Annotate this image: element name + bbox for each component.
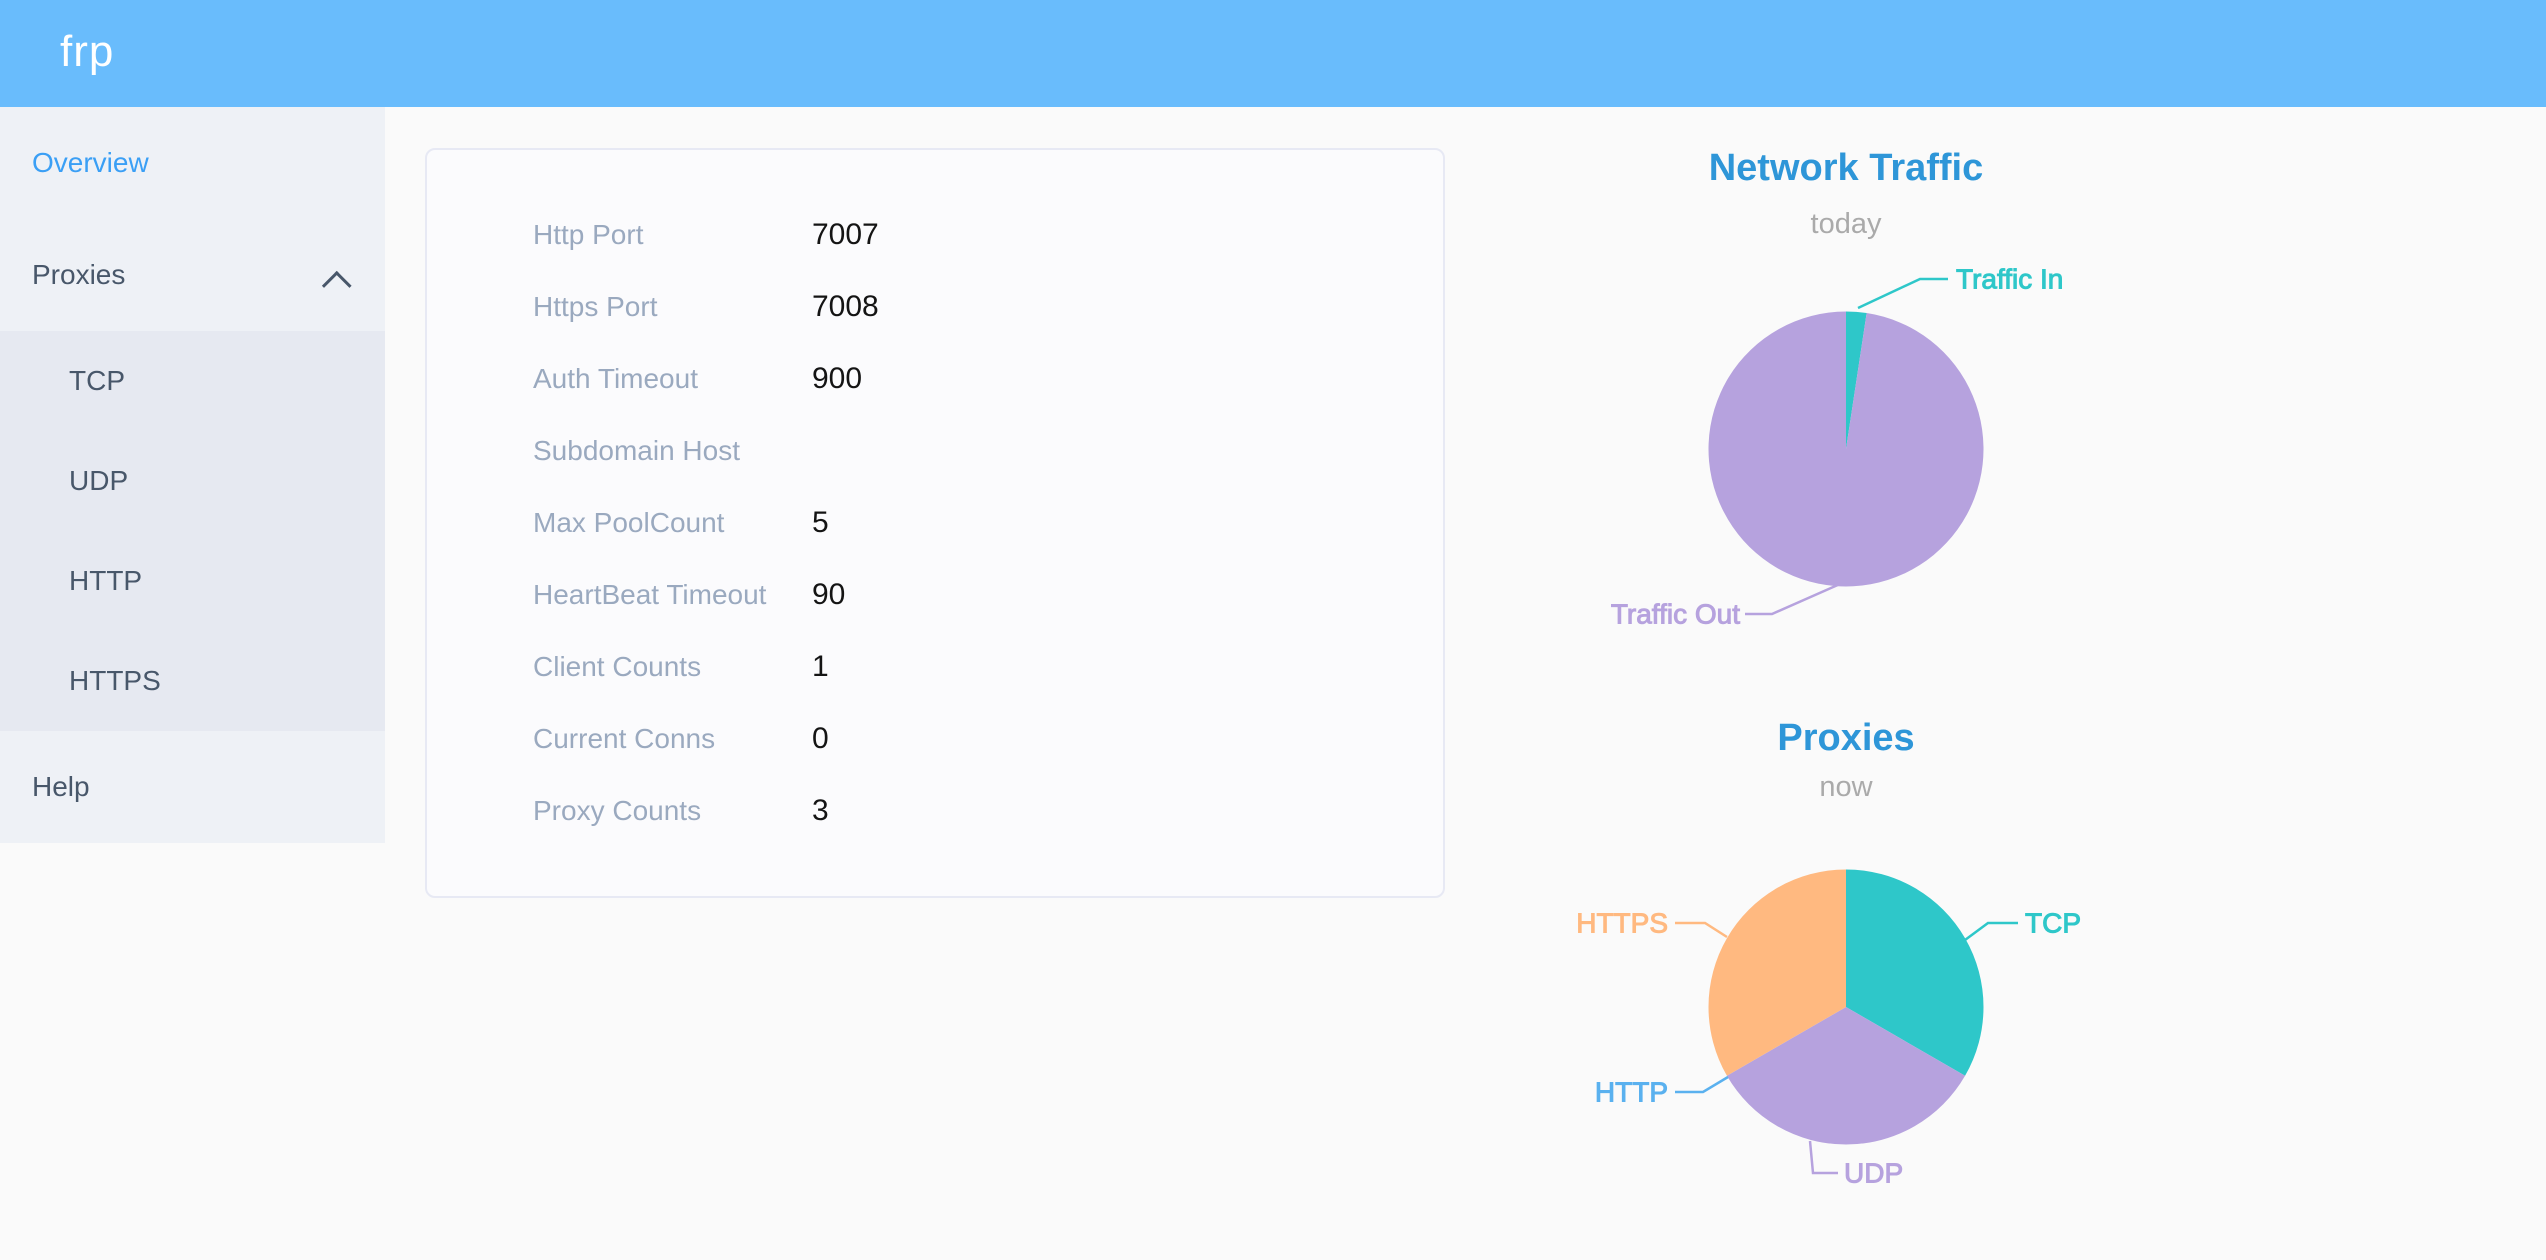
chevron-up-icon xyxy=(321,270,352,301)
row-value: 7007 xyxy=(812,218,879,251)
chart-subtitle: today xyxy=(1810,208,1882,240)
proxies-chart: Proxies now TCP HTTPS HTTP UDP xyxy=(1496,710,2196,1234)
frp-dashboard: frp Overview Proxies TCP UDP HTTP HTTPS … xyxy=(0,0,2546,1234)
pie-slices[interactable] xyxy=(1708,311,1984,587)
server-info-row: Current Conns 0 xyxy=(427,703,1443,775)
server-info-row: Http Port 7007 xyxy=(427,199,1443,271)
label-line-traffic-in xyxy=(1857,277,1948,310)
server-info-row: Proxy Counts 3 xyxy=(427,775,1443,847)
row-value: 90 xyxy=(812,578,846,611)
row-value: 900 xyxy=(812,362,863,395)
row-label: Https Port xyxy=(533,291,658,322)
row-value: 1 xyxy=(812,650,829,683)
row-label: Auth Timeout xyxy=(533,363,698,394)
sidebar-item-proxies[interactable]: Proxies xyxy=(0,219,385,331)
row-label: Max PoolCount xyxy=(533,507,725,538)
label-line-udp xyxy=(1808,1140,1838,1175)
row-value: 3 xyxy=(812,794,829,827)
row-label: HeartBeat Timeout xyxy=(533,579,767,610)
server-info-row: Max PoolCount 5 xyxy=(427,487,1443,559)
server-info-row: Auth Timeout 900 xyxy=(427,343,1443,415)
network-traffic-pie-canvas[interactable]: Traffic In Traffic Out xyxy=(1496,240,2196,640)
row-label: Http Port xyxy=(533,219,644,250)
row-value: 7008 xyxy=(812,290,879,323)
chart-subtitle: now xyxy=(1819,771,1873,803)
row-label: Proxy Counts xyxy=(533,795,702,826)
chart-title: Proxies xyxy=(1777,717,1915,759)
header: frp xyxy=(0,0,2546,107)
network-traffic-chart: Network Traffic today Traffic In Traffic… xyxy=(1496,140,2196,640)
sidebar-item-help[interactable]: Help xyxy=(32,771,90,802)
server-info-row: Https Port 7008 xyxy=(427,271,1443,343)
row-value: 0 xyxy=(812,722,829,755)
proxies-pie-canvas[interactable]: TCP HTTPS HTTP UDP xyxy=(1496,840,2196,1260)
slice-label-http: HTTP xyxy=(1595,1076,1668,1107)
slice-label-traffic-out: Traffic Out xyxy=(1611,598,1740,629)
label-line-traffic-out xyxy=(1745,582,1841,616)
sidebar-item-tcp[interactable]: TCP xyxy=(69,365,125,396)
label-line-http xyxy=(1675,1075,1729,1094)
sidebar-submenu-proxies: TCP UDP HTTP HTTPS xyxy=(0,331,385,731)
sidebar: Overview Proxies TCP UDP HTTP HTTPS Help xyxy=(0,107,385,843)
row-label: Client Counts xyxy=(533,651,702,682)
pie-slices[interactable] xyxy=(1708,869,1984,1145)
app-logo: frp xyxy=(60,27,115,76)
slice-label-traffic-in: Traffic In xyxy=(1956,263,2063,294)
sidebar-item-overview[interactable]: Overview xyxy=(32,147,149,178)
row-label: Current Conns xyxy=(533,723,716,754)
slice-label-https: HTTPS xyxy=(1576,907,1668,938)
row-label: Subdomain Host xyxy=(533,435,741,466)
server-info-row: Subdomain Host xyxy=(427,415,1443,487)
chart-title: Network Traffic xyxy=(1708,147,1984,189)
server-info-row: Client Counts 1 xyxy=(427,631,1443,703)
slice-label-udp: UDP xyxy=(1844,1157,1903,1188)
sidebar-item-http[interactable]: HTTP xyxy=(69,565,143,596)
sidebar-item-label: Proxies xyxy=(32,259,126,290)
label-line-https xyxy=(1675,921,1728,939)
label-line-tcp xyxy=(1964,921,2018,942)
server-info-panel: Http Port 7007 Https Port 7008 Auth Time… xyxy=(425,148,1445,898)
sidebar-item-udp[interactable]: UDP xyxy=(69,465,129,496)
server-info-row: HeartBeat Timeout 90 xyxy=(427,559,1443,631)
sidebar-item-https[interactable]: HTTPS xyxy=(69,665,161,696)
row-value: 5 xyxy=(812,506,829,539)
slice-label-tcp: TCP xyxy=(2025,907,2081,938)
